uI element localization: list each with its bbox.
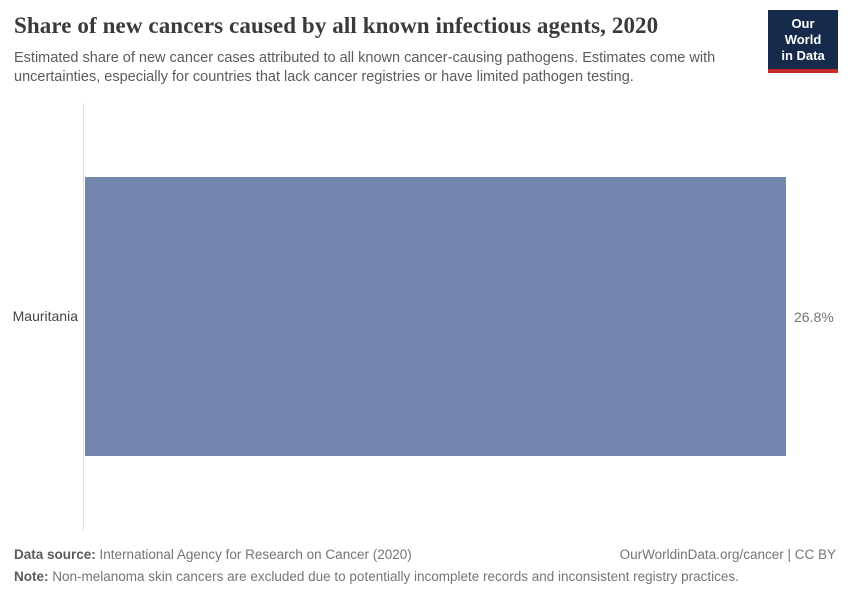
- entity-label-mauritania: Mauritania: [12, 308, 78, 324]
- chart-title: Share of new cancers caused by all known…: [14, 13, 659, 38]
- chart-subtitle: Estimated share of new cancer cases attr…: [14, 50, 716, 86]
- owid-logo: Our World in Data: [768, 10, 838, 73]
- data-source-text: International Agency for Research on Can…: [99, 547, 412, 562]
- bar-chart: Mauritania 26.8%: [0, 103, 850, 531]
- note-text: Non-melanoma skin cancers are excluded d…: [52, 569, 739, 584]
- chart-footer: Data source: International Agency for Re…: [14, 547, 836, 584]
- owid-logo-line2: in Data: [781, 47, 825, 63]
- license-link[interactable]: OurWorldinData.org/cancer | CC BY: [619, 547, 836, 562]
- owid-logo-line1: Our World: [784, 16, 822, 47]
- note: Note: Non-melanoma skin cancers are excl…: [14, 569, 836, 584]
- bar-mauritania[interactable]: [85, 177, 786, 456]
- value-label: 26.8%: [794, 308, 834, 325]
- bar-track: 26.8%: [85, 177, 834, 456]
- data-source: Data source: International Agency for Re…: [14, 547, 412, 562]
- y-axis-line: [83, 103, 84, 531]
- data-source-label: Data source:: [14, 547, 96, 562]
- note-label: Note:: [14, 569, 49, 584]
